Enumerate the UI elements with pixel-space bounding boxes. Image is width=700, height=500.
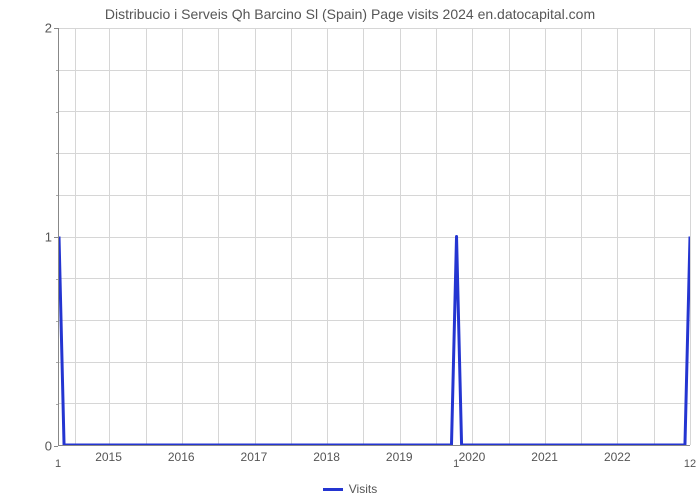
x-axis-bottom-label: 1 [453,458,459,470]
x-axis-year-label: 2017 [241,450,268,464]
plot-area [58,28,690,446]
x-axis-year-label: 2018 [313,450,340,464]
x-axis-year-label: 2015 [95,450,122,464]
legend-swatch [323,488,343,491]
x-axis-year-label: 2016 [168,450,195,464]
x-axis-bottom-label: 12 [684,458,696,470]
y-tick [54,446,58,447]
visits-line-chart: Distribucio i Serveis Qh Barcino Sl (Spa… [0,0,700,500]
x-axis-year-label: 2019 [386,450,413,464]
chart-title: Distribucio i Serveis Qh Barcino Sl (Spa… [0,6,700,22]
visits-line [59,28,690,445]
legend: Visits [0,482,700,496]
y-axis-label: 1 [38,230,52,245]
x-axis-year-label: 2022 [604,450,631,464]
x-axis-year-label: 2021 [531,450,558,464]
y-axis-label: 2 [38,21,52,36]
grid-v [690,28,691,445]
legend-label: Visits [349,482,377,496]
x-axis-bottom-label: 1 [55,458,61,470]
y-axis-label: 0 [38,439,52,454]
x-axis-year-label: 2020 [459,450,486,464]
